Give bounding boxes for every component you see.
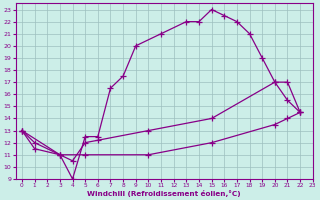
X-axis label: Windchill (Refroidissement éolien,°C): Windchill (Refroidissement éolien,°C) — [87, 190, 241, 197]
